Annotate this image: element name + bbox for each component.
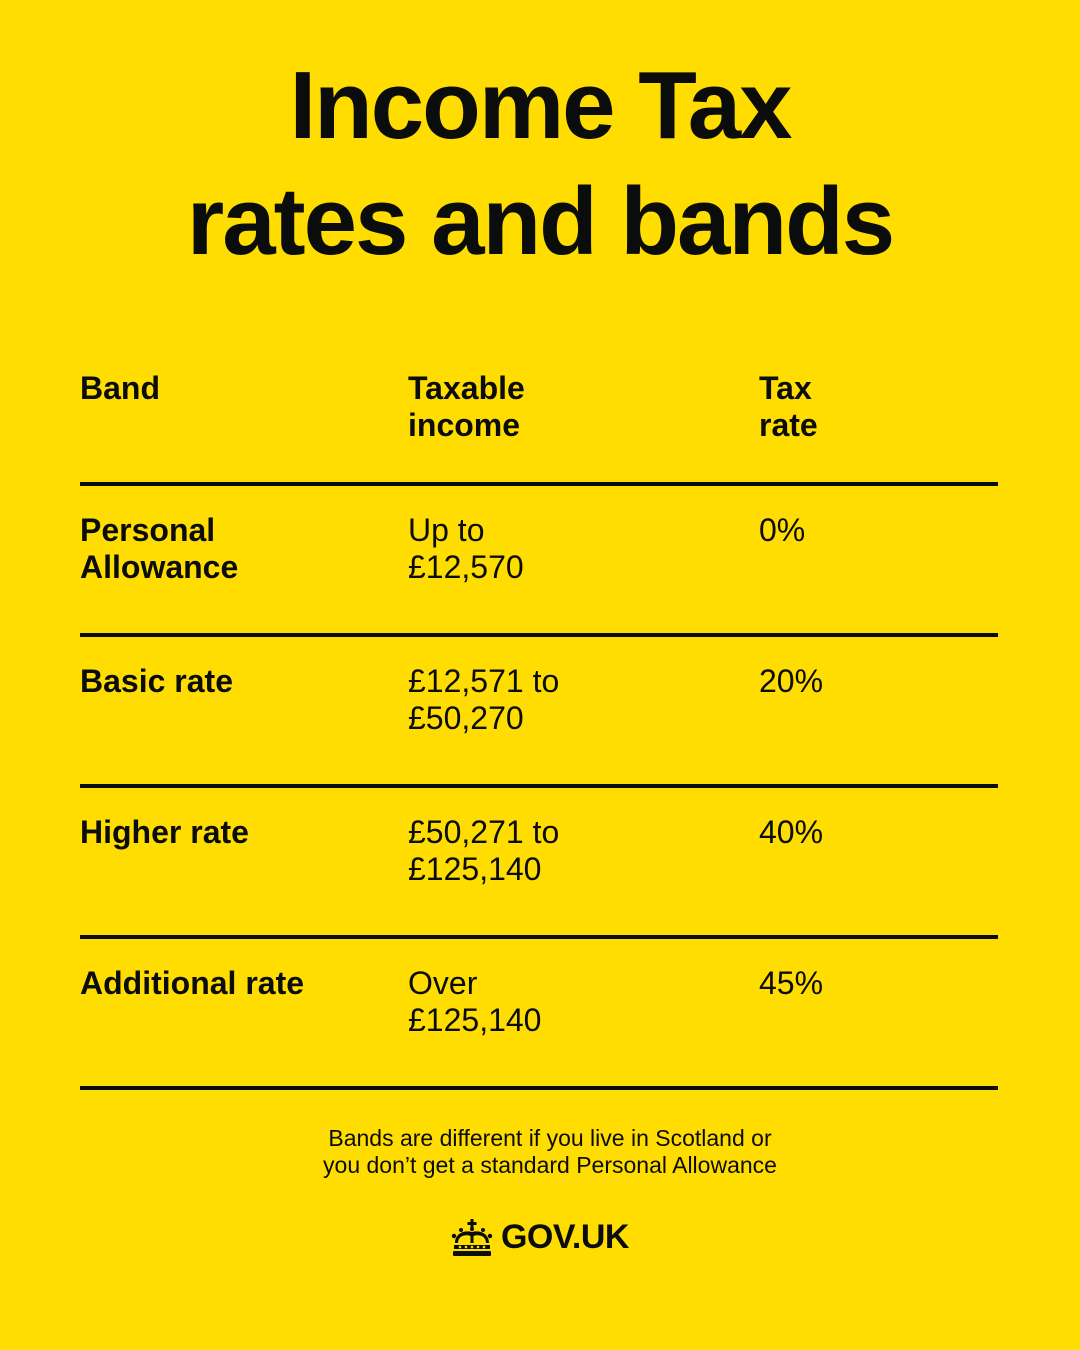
header-rate-line-1: Tax — [759, 370, 812, 406]
title-line-2: rates and bands — [186, 168, 895, 275]
govuk-logo: GOV.UK — [0, 1218, 1080, 1257]
footnote-line-2: you don’t get a standard Personal Allowa… — [323, 1152, 777, 1178]
income-cell: Over £125,140 — [408, 965, 738, 1039]
income-cell: £12,571 to £50,270 — [408, 663, 738, 737]
band-line-2: Allowance — [80, 549, 239, 585]
income-line-2: £125,140 — [408, 851, 542, 887]
header-band-label: Band — [80, 370, 160, 406]
table-row-higher-rate: Higher rate £50,271 to £125,140 40% — [80, 784, 998, 935]
table-row-basic-rate: Basic rate £12,571 to £50,270 20% — [80, 633, 998, 784]
tax-bands-table: Band Taxable income Tax rate Personal Al… — [80, 368, 998, 1090]
income-line-2: £50,270 — [408, 700, 524, 736]
crown-icon — [451, 1218, 493, 1256]
header-rate-line-2: rate — [759, 407, 818, 443]
table-header-row: Band Taxable income Tax rate — [80, 368, 998, 482]
table-row-personal-allowance: Personal Allowance Up to £12,570 0% — [80, 482, 998, 633]
rate-cell: 40% — [759, 814, 824, 850]
header-taxable-income: Taxable income — [408, 370, 738, 444]
rate-cell: 0% — [759, 512, 806, 548]
header-income-line-2: income — [408, 407, 521, 443]
income-line-1: Over — [408, 965, 478, 1001]
income-line-1: £12,571 to — [408, 663, 560, 699]
title-line-1: Income Tax — [289, 52, 792, 159]
band-line-1: Basic rate — [80, 663, 233, 699]
band-cell: Basic rate — [80, 663, 390, 700]
income-line-1: £50,271 to — [408, 814, 560, 850]
rate-cell: 45% — [759, 965, 824, 1001]
header-tax-rate: Tax rate — [759, 370, 979, 444]
band-line-1: Personal — [80, 512, 216, 548]
footnote: Bands are different if you live in Scotl… — [0, 1125, 1080, 1179]
header-band: Band — [80, 370, 390, 407]
income-line-1: Up to — [408, 512, 485, 548]
footnote-line-1: Bands are different if you live in Scotl… — [328, 1125, 772, 1151]
govuk-wordmark: GOV.UK — [500, 1218, 630, 1256]
band-cell: Additional rate — [80, 965, 390, 1002]
header-income-line-1: Taxable — [408, 370, 525, 406]
band-cell: Personal Allowance — [80, 512, 390, 586]
income-line-2: £12,570 — [408, 549, 524, 585]
band-cell: Higher rate — [80, 814, 390, 851]
band-line-1: Higher rate — [80, 814, 249, 850]
income-cell: £50,271 to £125,140 — [408, 814, 738, 888]
rate-cell: 20% — [759, 663, 824, 699]
page-title: Income Tax rates and bands — [0, 48, 1080, 280]
income-line-2: £125,140 — [408, 1002, 542, 1038]
table-row-additional-rate: Additional rate Over £125,140 45% — [80, 935, 998, 1090]
income-cell: Up to £12,570 — [408, 512, 738, 586]
band-line-1: Additional rate — [80, 965, 305, 1001]
